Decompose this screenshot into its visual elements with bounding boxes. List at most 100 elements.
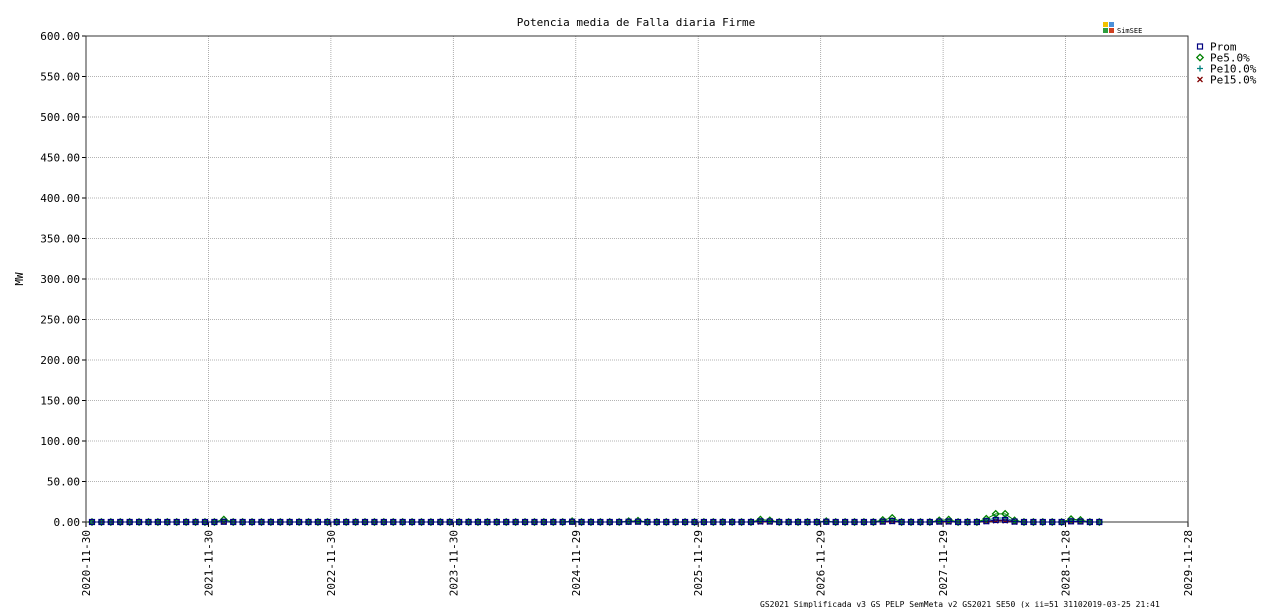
x-tick-label: 2024-11-29	[570, 530, 583, 596]
data-point	[296, 518, 303, 526]
logo-square-green	[1103, 28, 1108, 33]
x-tick-label: 2021-11-30	[202, 530, 215, 596]
y-tick-label: 100.00	[40, 435, 80, 448]
data-point	[569, 518, 576, 525]
data-point	[644, 518, 651, 526]
data-point	[135, 518, 143, 526]
data-point	[1058, 518, 1065, 526]
legend-marker	[1195, 53, 1205, 62]
data-point	[851, 518, 858, 526]
legend-label: Pe15.0%	[1210, 74, 1257, 87]
legend-label: Prom	[1210, 41, 1237, 54]
data-point	[1002, 516, 1009, 524]
data-point	[653, 518, 660, 526]
x-tick-label: 2028-11-28	[1060, 530, 1073, 596]
data-point	[813, 518, 820, 526]
series-line	[92, 519, 1100, 523]
data-point	[578, 518, 585, 526]
data-point	[446, 518, 453, 526]
data-point	[1067, 518, 1075, 525]
data-point	[757, 518, 764, 525]
data-point	[1066, 515, 1076, 524]
y-tick-label: 350.00	[40, 233, 80, 246]
data-point	[1077, 518, 1084, 525]
simsee-logo: SimSEE	[1103, 22, 1142, 35]
data-point	[992, 516, 999, 524]
x-tick-label: 2029-11-28	[1182, 530, 1195, 596]
y-tick-label: 0.00	[54, 516, 81, 529]
data-point	[983, 518, 990, 525]
data-point	[305, 518, 312, 526]
data-point	[117, 518, 124, 526]
data-point	[465, 518, 472, 526]
data-point	[719, 518, 726, 526]
data-point	[710, 518, 717, 526]
y-tick-label: 150.00	[40, 395, 80, 408]
data-point	[1096, 518, 1103, 526]
data-point	[437, 518, 444, 526]
data-point	[239, 518, 246, 526]
legend-marker	[1197, 65, 1203, 72]
data-point	[842, 518, 849, 526]
data-point	[258, 518, 265, 526]
data-point	[230, 518, 237, 526]
data-point	[390, 518, 397, 526]
data-point	[352, 518, 359, 526]
legend-marker	[1196, 43, 1204, 50]
data-point	[277, 518, 284, 526]
data-point	[766, 518, 773, 525]
data-point	[672, 518, 679, 526]
legend-marker	[1197, 76, 1203, 83]
data-point	[1039, 518, 1046, 526]
data-point	[173, 518, 180, 526]
y-tick-label: 450.00	[40, 152, 80, 165]
data-point	[371, 518, 378, 526]
data-point	[889, 517, 896, 525]
data-point	[361, 518, 369, 526]
logo-square-blue	[1109, 22, 1114, 27]
data-point	[220, 518, 227, 525]
data-point	[823, 518, 830, 525]
data-point	[1049, 518, 1056, 526]
data-point	[917, 518, 924, 526]
data-point	[1030, 518, 1037, 526]
data-point	[107, 518, 114, 526]
logo-square-red	[1109, 28, 1114, 33]
data-point	[776, 518, 783, 526]
data-point	[484, 518, 491, 526]
data-point	[1086, 518, 1093, 526]
chart-title: Potencia media de Falla diaria Firme	[517, 16, 755, 29]
data-point	[456, 518, 463, 526]
data-point	[634, 518, 642, 525]
footer-text: GS2021_Simplificada_v3_GS_PELP_SemMeta_v…	[760, 600, 1160, 608]
data-point	[587, 518, 595, 526]
data-point	[267, 518, 274, 526]
data-point	[926, 518, 933, 526]
data-point	[832, 518, 839, 526]
data-point	[164, 518, 171, 526]
data-point	[211, 518, 218, 526]
data-point	[98, 518, 105, 526]
x-tick-label: 2023-11-30	[447, 530, 460, 596]
data-point	[512, 518, 519, 526]
data-point	[550, 518, 557, 526]
data-point	[183, 518, 190, 526]
data-point	[879, 518, 886, 525]
data-point	[408, 518, 416, 526]
data-point	[559, 518, 566, 526]
series-Prom	[88, 516, 1103, 526]
data-point	[493, 518, 500, 526]
data-point	[1020, 518, 1028, 526]
data-point	[399, 518, 406, 526]
data-point	[982, 514, 991, 523]
data-point	[898, 518, 905, 526]
data-point	[785, 518, 792, 526]
data-point	[870, 518, 877, 526]
y-tick-label: 500.00	[40, 111, 80, 124]
data-point	[418, 518, 425, 526]
y-tick-label: 600.00	[40, 30, 80, 43]
data-point	[954, 518, 962, 526]
data-point	[192, 518, 199, 526]
data-point	[700, 518, 708, 526]
